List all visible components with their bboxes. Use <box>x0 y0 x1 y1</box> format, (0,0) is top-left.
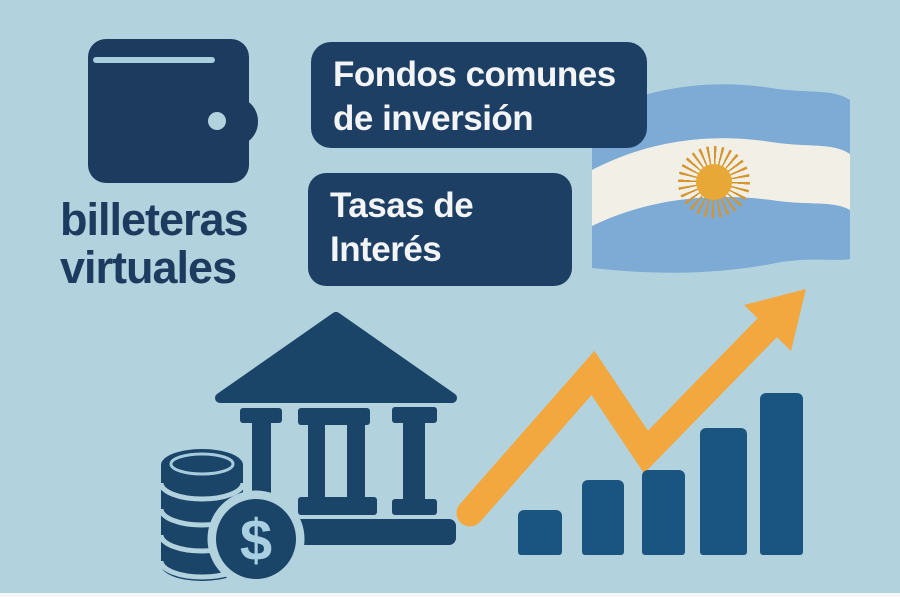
wallet-slit <box>93 57 215 63</box>
arrow-shaft <box>456 314 781 527</box>
flag-top-stripe <box>592 84 850 170</box>
coin-stack-icon: $ <box>158 449 305 588</box>
dollar-sign: $ <box>240 508 272 573</box>
flag-bottom-stripe <box>592 197 850 273</box>
bank-base <box>290 519 456 545</box>
label-line-2: de inversión <box>333 99 534 138</box>
label-line-2: Interés <box>330 230 442 269</box>
bank-roof <box>215 312 457 403</box>
sun-disc <box>696 164 732 200</box>
label-box-tasas-interes: Tasas de Interés <box>308 173 572 286</box>
dollar-coin-ring <box>207 490 305 588</box>
wallet-body <box>88 39 249 183</box>
dollar-coin-icon <box>216 499 296 579</box>
wallet-icon <box>88 39 258 183</box>
label-line-1: Fondos comunes <box>333 55 616 94</box>
heading-line-2: virtuales <box>60 242 237 293</box>
growth-arrow-icon <box>456 289 806 527</box>
wallet-clasp <box>196 97 258 146</box>
bottom-strip <box>0 593 900 597</box>
arrow-head <box>744 289 806 351</box>
heading-line-1: billeteras <box>60 194 249 245</box>
heading-billeteras-virtuales: billeteras virtuales <box>60 194 249 293</box>
coin-stack-rim <box>169 452 235 476</box>
wallet-clasp-hole <box>208 112 226 130</box>
label-box-fondos-comunes: Fondos comunes de inversión <box>311 42 647 148</box>
label-line-1: Tasas de <box>330 186 474 225</box>
